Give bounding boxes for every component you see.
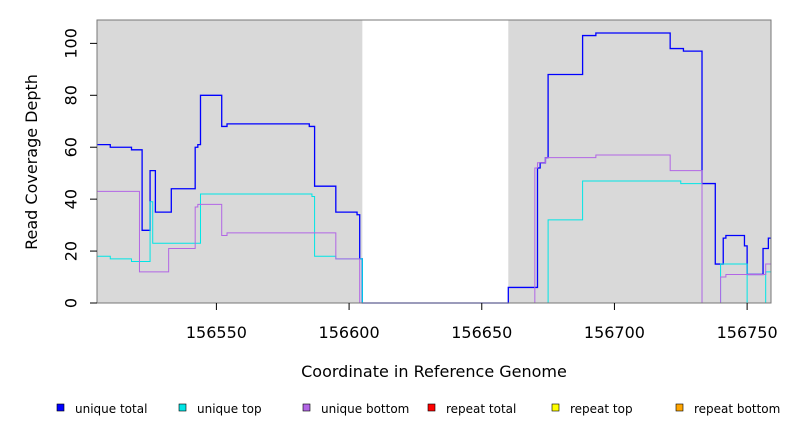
x-axis-title: Coordinate in Reference Genome: [301, 362, 567, 381]
legend-swatch: [427, 403, 436, 412]
legend-label: repeat bottom: [694, 402, 780, 416]
y-tick-label: 40: [62, 189, 81, 209]
x-tick-label: 156650: [451, 323, 512, 342]
legend-label: repeat total: [446, 402, 516, 416]
legend-swatch: [551, 403, 560, 412]
y-tick-label: 80: [62, 85, 81, 105]
y-tick-label: 20: [62, 241, 81, 261]
x-axis: 156550 156600 156650 156700 156750: [186, 303, 778, 342]
legend-label: unique top: [197, 402, 262, 416]
x-tick-label: 156750: [717, 323, 778, 342]
legend-swatch: [302, 403, 311, 412]
legend-label: repeat top: [570, 402, 633, 416]
x-tick-label: 156600: [319, 323, 380, 342]
x-tick-label: 156550: [186, 323, 247, 342]
legend-swatch: [178, 403, 187, 412]
legend-label: unique bottom: [321, 402, 409, 416]
y-tick-label: 100: [62, 28, 81, 59]
y-axis-title: Read Coverage Depth: [22, 74, 41, 250]
legend: unique total unique top unique bottom repea…: [56, 402, 780, 416]
plot-frame: [96, 19, 772, 304]
unshaded-region: [362, 20, 509, 303]
x-tick-label: 156700: [584, 323, 645, 342]
legend-label: unique total: [75, 402, 147, 416]
legend-swatch: [56, 403, 65, 412]
y-axis: 0 20 40 60 80 100: [62, 28, 97, 308]
y-tick-label: 60: [62, 137, 81, 157]
y-tick-label: 0: [62, 298, 81, 308]
legend-swatch: [675, 403, 684, 412]
plot-background: [97, 20, 771, 303]
